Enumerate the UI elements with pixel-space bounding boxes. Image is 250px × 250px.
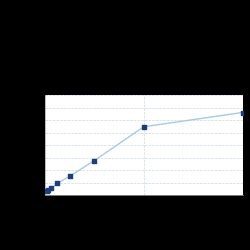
Point xyxy=(240,110,244,114)
X-axis label: Human PAK1IP1
Concentration (ng/ml): Human PAK1IP1 Concentration (ng/ml) xyxy=(114,210,174,221)
Point xyxy=(49,186,53,190)
Y-axis label: OD: OD xyxy=(19,140,25,150)
Point xyxy=(55,181,59,185)
Point xyxy=(46,188,50,192)
Point xyxy=(68,174,72,178)
Point xyxy=(44,189,48,193)
Point xyxy=(92,158,96,162)
Point xyxy=(142,125,146,129)
